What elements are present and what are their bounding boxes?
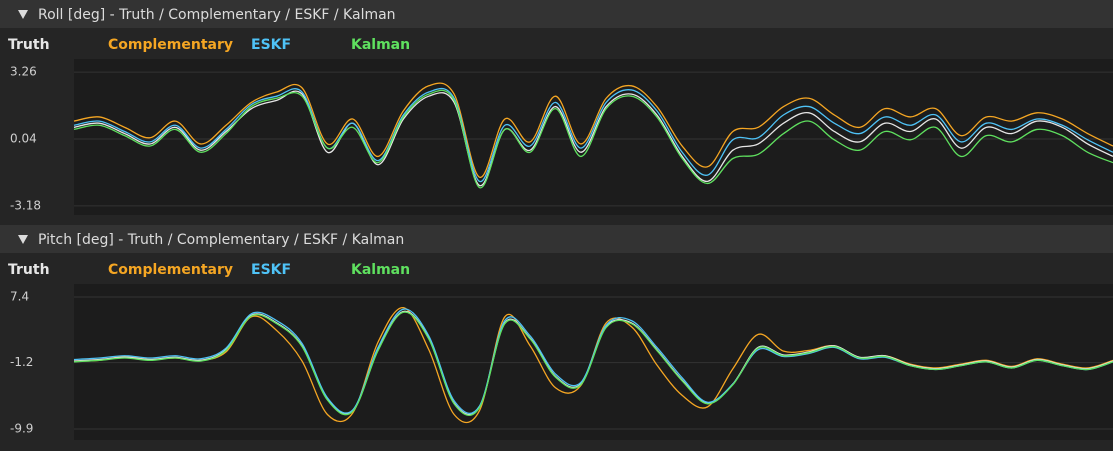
legend-entry: Truth bbox=[8, 37, 50, 53]
series-line bbox=[73, 90, 1113, 187]
legend-entry: Complementary bbox=[108, 37, 233, 53]
collapse-arrow[interactable] bbox=[18, 235, 28, 244]
legend-entry: ESKF bbox=[251, 262, 291, 278]
y-tick-label: 3.26 bbox=[10, 65, 37, 79]
legend-entry: Complementary bbox=[108, 262, 233, 278]
series-line bbox=[73, 87, 1113, 183]
series-line bbox=[73, 82, 1113, 178]
legend-entry: Kalman bbox=[351, 262, 410, 278]
y-tick-label: 0.04 bbox=[10, 131, 37, 145]
panel-title: Pitch [deg] - Truth / Complementary / ES… bbox=[38, 232, 404, 248]
legend-entry: Truth bbox=[8, 262, 50, 278]
series-line bbox=[73, 89, 1113, 189]
panel-header[interactable] bbox=[0, 0, 1113, 28]
y-tick-label: 7.4 bbox=[10, 289, 29, 303]
legend-entry: ESKF bbox=[251, 37, 291, 53]
plot-area bbox=[74, 284, 1113, 440]
panel-title: Roll [deg] - Truth / Complementary / ESK… bbox=[38, 7, 396, 23]
legend-entry: Kalman bbox=[351, 37, 410, 53]
panel-header[interactable] bbox=[0, 225, 1113, 253]
y-tick-label: -1.2 bbox=[10, 355, 33, 369]
y-tick-label: -9.9 bbox=[10, 422, 33, 436]
series-line bbox=[73, 311, 1113, 416]
y-tick-label: -3.18 bbox=[10, 198, 41, 212]
collapse-arrow[interactable] bbox=[18, 10, 28, 19]
